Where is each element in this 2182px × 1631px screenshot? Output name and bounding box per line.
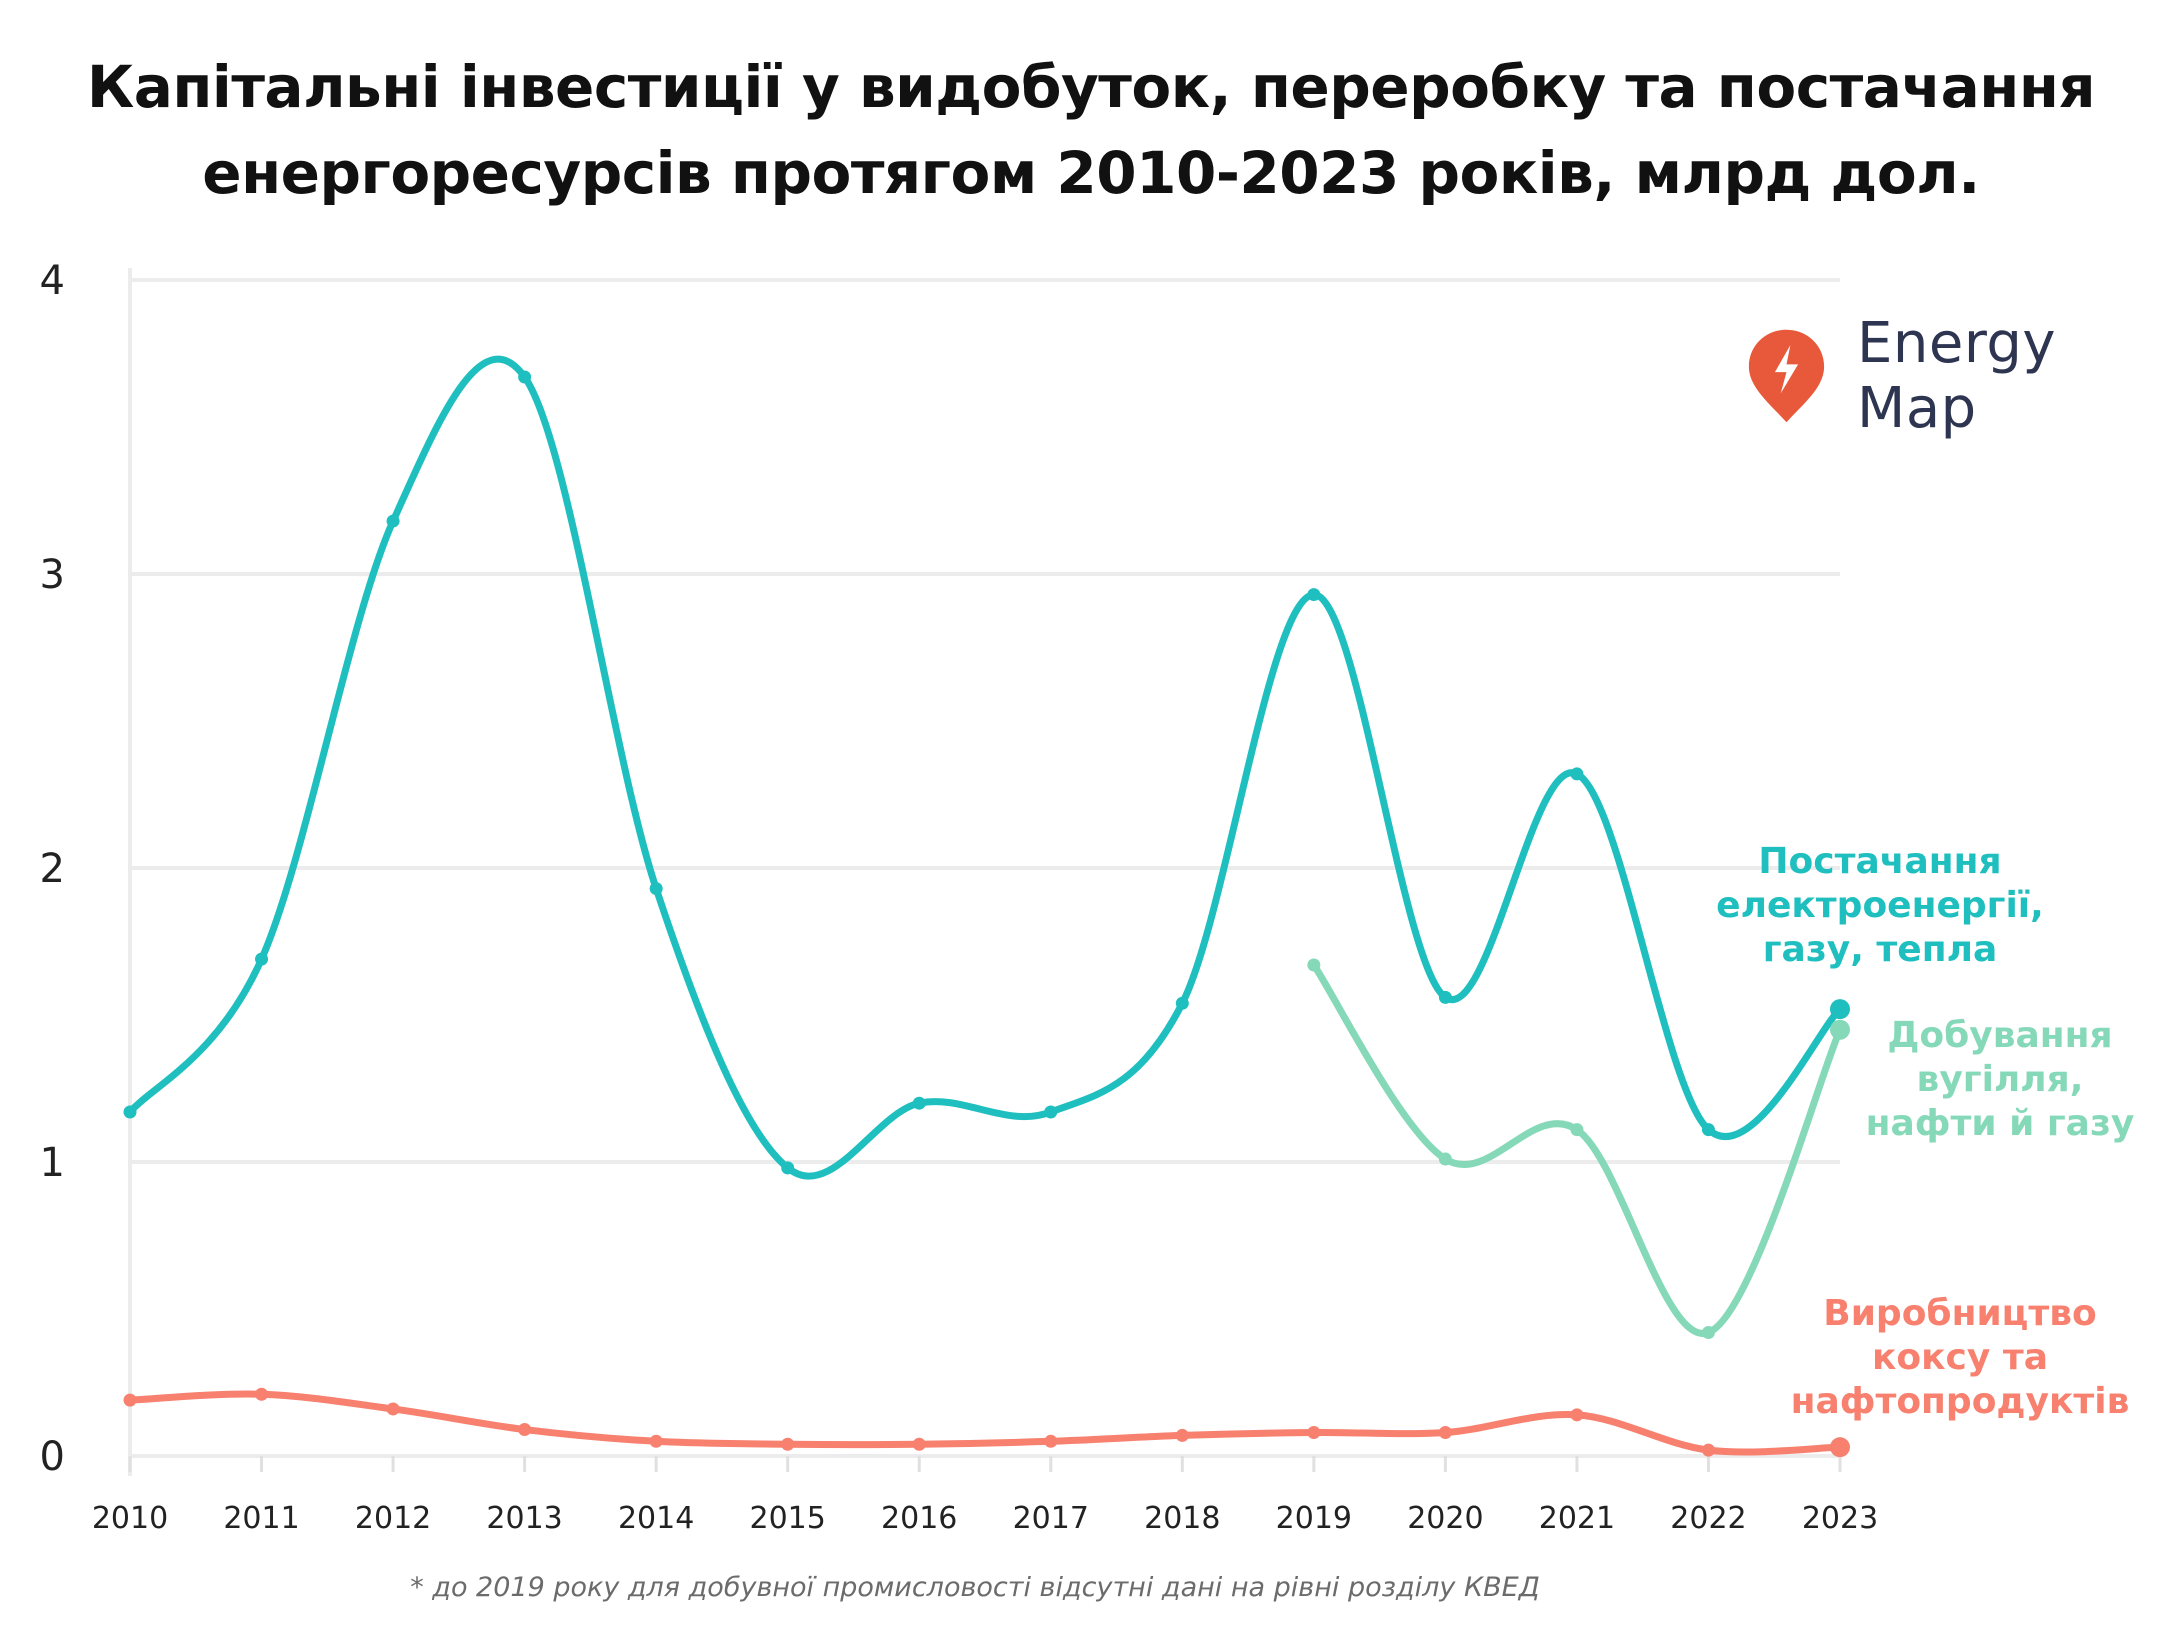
logo-text: Energy Map <box>1857 311 2057 441</box>
x-tick-label: 2020 <box>1407 1501 1483 1536</box>
series-line-coke <box>126 1390 1844 1456</box>
data-point <box>1438 990 1452 1004</box>
y-tick-label: 3 <box>40 552 65 598</box>
footnote: * до 2019 року для добувної промисловост… <box>410 1572 1540 1603</box>
data-point <box>649 1434 663 1448</box>
series-label-mining: Добування вугілля, нафти й газу <box>1840 1014 2160 1146</box>
data-point <box>781 1437 795 1451</box>
series-label-supply-line-1: Постачання <box>1758 841 2002 882</box>
x-tick-label: 2011 <box>223 1501 299 1536</box>
series-label-coke: Виробництво коксу та нафтопродуктів <box>1780 1292 2140 1424</box>
data-point <box>1044 1105 1058 1119</box>
series-label-coke-line-1: Виробництво <box>1823 1293 2097 1334</box>
x-tick-label: 2013 <box>486 1501 562 1536</box>
series-label-coke-line-3: нафтопродуктів <box>1790 1381 2130 1422</box>
x-tick-label: 2014 <box>618 1501 694 1536</box>
data-point <box>1044 1434 1058 1448</box>
data-point <box>1830 999 1850 1020</box>
x-tick-label: 2015 <box>750 1501 826 1536</box>
data-point <box>255 1387 269 1401</box>
data-point <box>386 1402 400 1416</box>
logo: Energy Map <box>1746 311 2182 441</box>
x-tick-label: 2010 <box>92 1501 168 1536</box>
x-tick-label: 2021 <box>1539 1501 1615 1536</box>
data-point <box>1701 1326 1715 1340</box>
series-label-coke-line-2: коксу та <box>1871 1337 2049 1378</box>
data-point <box>1307 958 1321 972</box>
x-tick-label: 2023 <box>1802 1501 1878 1536</box>
x-tick-label: 2012 <box>355 1501 431 1536</box>
series-line-supply <box>126 355 1844 1180</box>
data-point <box>1830 1437 1850 1458</box>
y-tick-label: 2 <box>40 846 65 892</box>
data-point <box>1570 767 1584 781</box>
series-label-supply-line-2: електроенергії, <box>1716 885 2044 926</box>
data-point <box>518 370 532 384</box>
series-label-supply-line-3: газу, тепла <box>1762 929 1998 970</box>
series-label-supply: Постачання електроенергії, газу, тепла <box>1700 840 2060 972</box>
series-label-mining-line-1: Добування <box>1887 1015 2113 1056</box>
lightning-pin-icon <box>1748 329 1825 423</box>
y-tick-label: 0 <box>40 1434 65 1480</box>
data-point <box>1701 1123 1715 1137</box>
data-point <box>1307 1425 1321 1439</box>
series-label-mining-line-2: вугілля, <box>1916 1059 2084 1100</box>
y-tick-label: 4 <box>40 258 65 304</box>
data-point <box>123 1105 137 1119</box>
data-point <box>518 1423 532 1437</box>
data-point <box>1438 1425 1452 1439</box>
data-point <box>1701 1443 1715 1457</box>
data-point <box>1570 1408 1584 1422</box>
chart-title-line-2: енергоресурсів протягом 2010-2023 років,… <box>202 139 1980 207</box>
y-tick-label: 1 <box>40 1140 65 1186</box>
data-point <box>1830 1019 1850 1040</box>
x-tick-label: 2017 <box>1013 1501 1089 1536</box>
x-tick-label: 2018 <box>1144 1501 1220 1536</box>
data-point <box>123 1393 137 1407</box>
series-line-mining <box>1310 961 1844 1337</box>
data-point <box>1570 1123 1584 1137</box>
data-point <box>1438 1152 1452 1166</box>
series-label-mining-line-3: нафти й газу <box>1865 1103 2135 1144</box>
data-point <box>912 1437 926 1451</box>
chart-title: Капітальні інвестиції у видобуток, перер… <box>0 44 2182 216</box>
x-tick-label: 2019 <box>1276 1501 1352 1536</box>
data-point <box>649 882 663 896</box>
data-point <box>781 1161 795 1175</box>
data-point <box>1307 588 1321 602</box>
chart-title-line-1: Капітальні інвестиції у видобуток, перер… <box>86 53 2096 121</box>
data-point <box>1175 1428 1189 1442</box>
data-point <box>912 1096 926 1110</box>
data-point <box>255 952 269 966</box>
data-point <box>386 514 400 528</box>
x-tick-label: 2016 <box>881 1501 957 1536</box>
data-point <box>1175 996 1189 1010</box>
x-tick-label: 2022 <box>1670 1501 1746 1536</box>
